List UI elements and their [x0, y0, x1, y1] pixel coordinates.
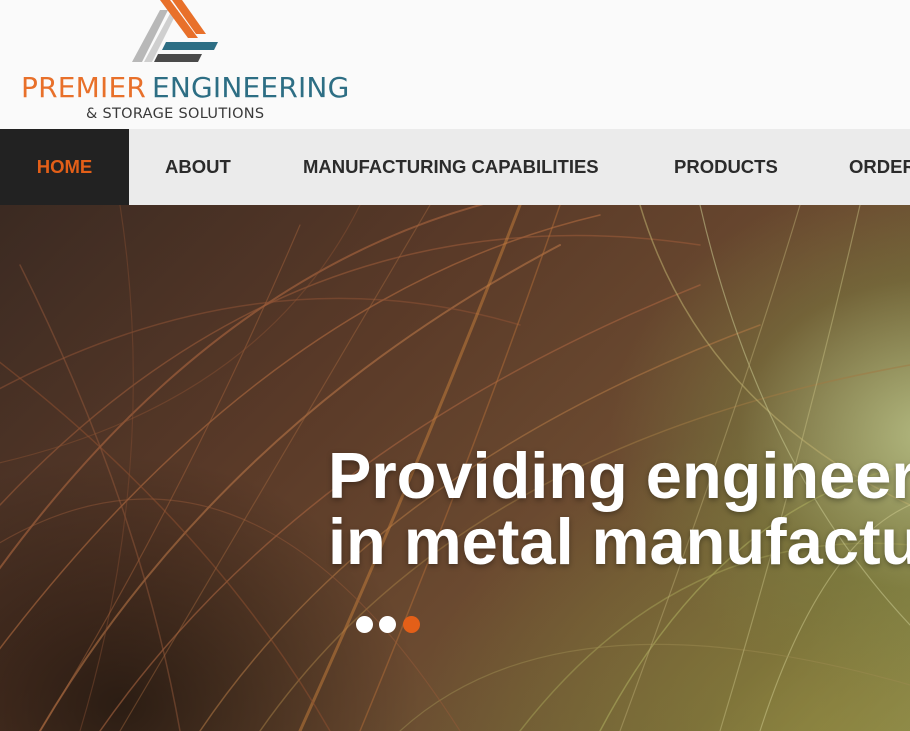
logo[interactable]: PREMIER ENGINEERING & STORAGE SOLUTIONS: [20, 0, 349, 129]
nav-item-products[interactable]: PRODUCTS: [674, 129, 778, 205]
nav-item-home[interactable]: HOME: [0, 129, 129, 205]
nav-item-label: ABOUT: [165, 156, 231, 177]
hero-headline-line1: Providing engineering: [328, 439, 910, 512]
hero-headline-line2: in metal manufactur: [328, 505, 910, 578]
slider-dot-1[interactable]: [356, 616, 373, 633]
hero-slider: Providing engineering in metal manufactu…: [0, 205, 910, 731]
nav-item-label: PRODUCTS: [674, 156, 778, 177]
brand-name-part1: PREMIER: [21, 71, 146, 104]
site-header: PREMIER ENGINEERING & STORAGE SOLUTIONS: [0, 0, 910, 129]
nav-item-label: MANUFACTURING CAPABILITIES: [303, 156, 599, 177]
main-nav: HOME ABOUT MANUFACTURING CAPABILITIES PR…: [0, 129, 910, 205]
logo-mark-icon: [132, 0, 218, 62]
slider-dot-2[interactable]: [379, 616, 396, 633]
nav-item-label: HOME: [36, 156, 93, 177]
nav-item-about[interactable]: ABOUT: [165, 129, 231, 205]
nav-item-order[interactable]: ORDER: [849, 129, 910, 205]
nav-item-label: ORDER: [849, 156, 910, 177]
brand-name-part2: ENGINEERING: [152, 71, 350, 104]
brand-name: PREMIER ENGINEERING: [21, 71, 349, 104]
hero-background-image: [0, 205, 910, 731]
hero-headline: Providing engineering in metal manufactu…: [328, 443, 910, 575]
slider-dot-3[interactable]: [403, 616, 420, 633]
nav-item-manufacturing-capabilities[interactable]: MANUFACTURING CAPABILITIES: [303, 129, 599, 205]
brand-subtitle: & STORAGE SOLUTIONS: [86, 106, 265, 122]
